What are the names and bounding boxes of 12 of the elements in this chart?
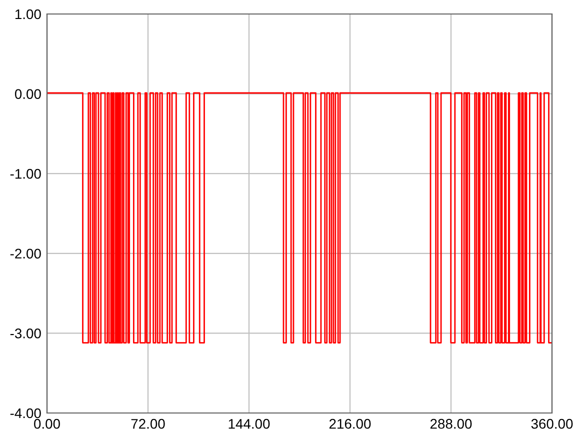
x-tick-label: 0.00 [34,418,60,429]
x-tick-label: 72.00 [131,418,165,429]
y-tick-label: -2.00 [10,248,41,259]
y-tick-label: -4.00 [10,408,41,418]
x-tick-label: 216.00 [329,418,371,429]
y-tick-label: 1.00 [15,9,41,20]
x-tick-label: 360.00 [531,418,573,429]
y-tick-label: -3.00 [10,328,41,338]
y-tick-label: 0.00 [14,89,41,99]
x-tick-label: 144.00 [228,418,270,429]
x-tick-label: 288.00 [430,418,472,429]
y-tick-label: -1.00 [10,168,41,179]
